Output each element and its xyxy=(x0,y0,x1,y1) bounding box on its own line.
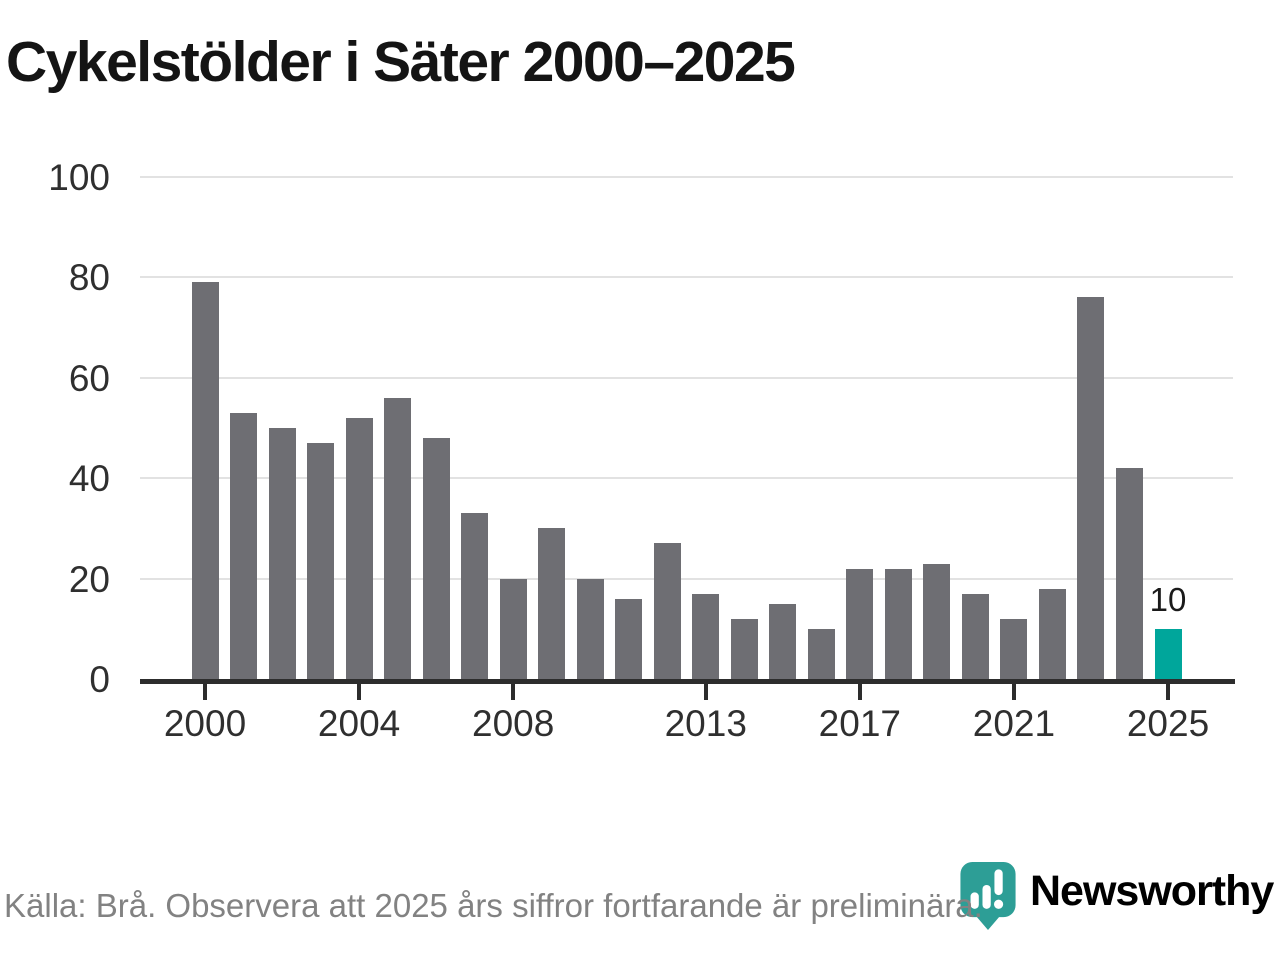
x-axis-tick-label: 2000 xyxy=(163,703,247,744)
gridline xyxy=(140,376,1233,379)
x-axis-tick-label: 2008 xyxy=(472,703,555,744)
y-axis-tick-label: 0 xyxy=(89,659,110,700)
bar xyxy=(191,282,219,679)
bar xyxy=(615,598,643,679)
bar xyxy=(846,568,874,679)
bar xyxy=(769,603,797,679)
x-axis-line xyxy=(140,679,1235,684)
bar xyxy=(692,593,720,679)
bar xyxy=(384,397,412,679)
bar xyxy=(268,428,296,679)
newsworthy-logo: Newsworthy xyxy=(960,862,1274,930)
x-axis-tick-label: 2021 xyxy=(972,703,1056,744)
bar-highlighted xyxy=(1154,628,1182,679)
bar xyxy=(730,618,758,679)
highlight-value-label: 10 xyxy=(1149,580,1187,618)
bar xyxy=(923,563,951,679)
y-axis-tick-label: 80 xyxy=(68,257,110,299)
gridline xyxy=(140,176,1233,178)
bar xyxy=(1077,297,1105,679)
bar xyxy=(538,528,566,679)
bar xyxy=(1038,588,1066,679)
bar xyxy=(345,417,373,679)
newsworthy-brand-text: Newsworthy xyxy=(1030,867,1274,915)
source-note: Källa: Brå. Observera att 2025 års siffr… xyxy=(4,887,983,924)
x-axis-tick-label: 2004 xyxy=(317,703,401,744)
gridline xyxy=(140,276,1233,279)
y-axis-tick-label: 20 xyxy=(68,558,110,600)
page-title: Cykelstölder i Säter 2000–2025 xyxy=(6,30,796,94)
x-axis-tick xyxy=(203,684,207,700)
newsworthy-pin-barchart-icon xyxy=(960,862,1016,930)
bar xyxy=(653,543,681,679)
x-axis-tick xyxy=(511,684,516,700)
x-axis-tick xyxy=(703,684,708,700)
bar xyxy=(807,628,835,679)
y-axis-tick-label: 40 xyxy=(68,458,110,500)
gridline xyxy=(140,577,1233,580)
bar xyxy=(307,443,335,679)
x-axis-tick xyxy=(857,684,862,700)
x-axis-tick xyxy=(1166,684,1170,700)
x-axis-tick-label: 2013 xyxy=(664,703,747,744)
bar xyxy=(961,593,989,679)
bar xyxy=(422,438,450,679)
bar xyxy=(499,578,527,679)
bar xyxy=(1115,468,1143,679)
x-axis-tick xyxy=(357,684,362,700)
x-axis-tick-label: 2025 xyxy=(1126,703,1210,744)
bar xyxy=(230,412,258,679)
bar xyxy=(576,578,604,679)
x-axis-tick-label: 2017 xyxy=(818,703,901,744)
y-axis-tick-label: 60 xyxy=(68,357,110,399)
bar xyxy=(884,568,912,679)
bar xyxy=(461,513,489,679)
gridline xyxy=(140,477,1233,480)
y-axis-tick-label: 100 xyxy=(48,157,110,198)
bar xyxy=(1000,618,1028,679)
x-axis-tick xyxy=(1011,684,1016,700)
